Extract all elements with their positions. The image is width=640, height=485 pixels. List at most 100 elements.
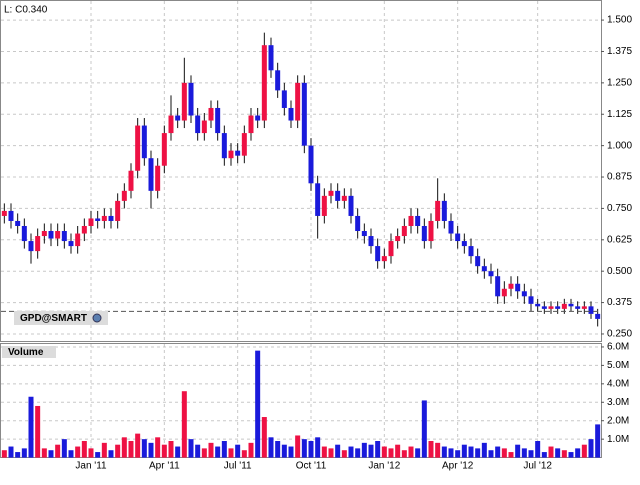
candle-body — [88, 218, 94, 226]
volume-bar — [448, 448, 454, 458]
volume-bar — [201, 448, 207, 458]
candle-body — [388, 241, 394, 257]
volume-bar — [288, 446, 294, 458]
candle-body — [455, 233, 461, 242]
volume-bar — [555, 448, 561, 458]
candle-body — [81, 225, 87, 234]
candle-body — [35, 236, 41, 252]
volume-bar — [75, 446, 81, 458]
volume-bar — [121, 437, 127, 458]
candle-body — [335, 190, 341, 201]
volume-bar — [315, 437, 321, 458]
volume-bar — [301, 439, 307, 458]
volume-bar — [81, 441, 87, 458]
candle-body — [68, 241, 74, 247]
candle-body — [255, 115, 261, 121]
volume-bar — [281, 444, 287, 458]
candle-body — [435, 200, 441, 221]
volume-bar — [21, 448, 27, 458]
candle-body — [15, 220, 21, 226]
candle-body — [308, 145, 314, 184]
volume-bar — [441, 446, 447, 458]
volume-bar — [381, 446, 387, 458]
candle-body — [395, 236, 401, 242]
candle-body — [128, 170, 134, 191]
candle-body — [361, 231, 367, 237]
volume-bar — [435, 442, 441, 458]
volume-bar — [228, 448, 234, 458]
y-tick-label: 0.375 — [607, 297, 632, 308]
candle-body — [321, 195, 327, 216]
volume-bar — [148, 442, 154, 458]
volume-label-box — [2, 346, 56, 358]
volume-bar — [28, 396, 34, 458]
volume-bar — [561, 450, 567, 458]
volume-bar — [468, 446, 474, 458]
candle-body — [328, 190, 334, 196]
x-tick-label: Apr '11 — [149, 461, 180, 472]
x-tick-label: Jan '12 — [368, 461, 400, 472]
candle-body — [101, 215, 107, 221]
volume-bar — [208, 442, 214, 458]
volume-bar — [515, 444, 521, 458]
x-tick-label: Jul '11 — [224, 461, 252, 472]
y-tick-label: 1.125 — [607, 109, 632, 120]
candle-body — [221, 133, 227, 159]
volume-bar — [475, 448, 481, 458]
candle-body — [28, 241, 34, 252]
candle-body — [428, 220, 434, 242]
symbol-icon[interactable] — [92, 313, 102, 323]
volume-bar — [108, 450, 114, 458]
candle-body — [461, 241, 467, 247]
volume-bar — [241, 450, 247, 458]
volume-bar — [535, 441, 541, 458]
y-tick-label: 3.0M — [607, 397, 629, 408]
candle-body — [55, 231, 61, 239]
candle-body — [495, 276, 501, 297]
candle-body — [41, 231, 47, 237]
candle-body — [368, 236, 374, 247]
x-tick-label: Apr '12 — [442, 461, 474, 472]
volume-bar — [48, 450, 54, 458]
candle-body — [315, 183, 321, 216]
volume-bar — [488, 450, 494, 458]
volume-bar — [161, 444, 167, 458]
volume-bar — [428, 441, 434, 458]
candle-body — [268, 45, 274, 71]
volume-bar — [248, 442, 254, 458]
candle-body — [148, 158, 154, 191]
volume-bar — [101, 442, 107, 458]
candle-body — [401, 225, 407, 237]
candle-body — [595, 313, 601, 319]
volume-bar — [155, 437, 161, 458]
candle-body — [475, 256, 481, 267]
y-tick-label: 0.250 — [607, 329, 632, 340]
symbol-label: GPD@SMART — [20, 313, 87, 324]
volume-bar — [215, 446, 221, 458]
y-tick-label: 1.375 — [607, 46, 632, 57]
candle-body — [248, 115, 254, 134]
candle-body — [521, 291, 527, 297]
candle-body — [488, 271, 494, 277]
volume-bar — [255, 350, 261, 458]
volume-bar — [348, 446, 354, 458]
candle-body — [228, 150, 234, 159]
volume-bar — [575, 448, 581, 458]
volume-bar — [321, 446, 327, 458]
volume-title: Volume — [8, 347, 44, 358]
volume-bar — [128, 441, 134, 458]
volume-bar — [261, 417, 267, 458]
volume-bar — [581, 444, 587, 458]
candle-body — [355, 215, 361, 232]
volume-bar — [421, 400, 427, 458]
volume-bar — [461, 444, 467, 458]
candle-body — [175, 115, 181, 121]
candle-body — [188, 82, 194, 116]
y-tick-label: 0.500 — [607, 266, 632, 277]
price-panel — [0, 0, 602, 342]
volume-bar — [541, 452, 547, 458]
candle-body — [215, 107, 221, 134]
candle-body — [261, 45, 267, 121]
volume-bar — [415, 448, 421, 458]
